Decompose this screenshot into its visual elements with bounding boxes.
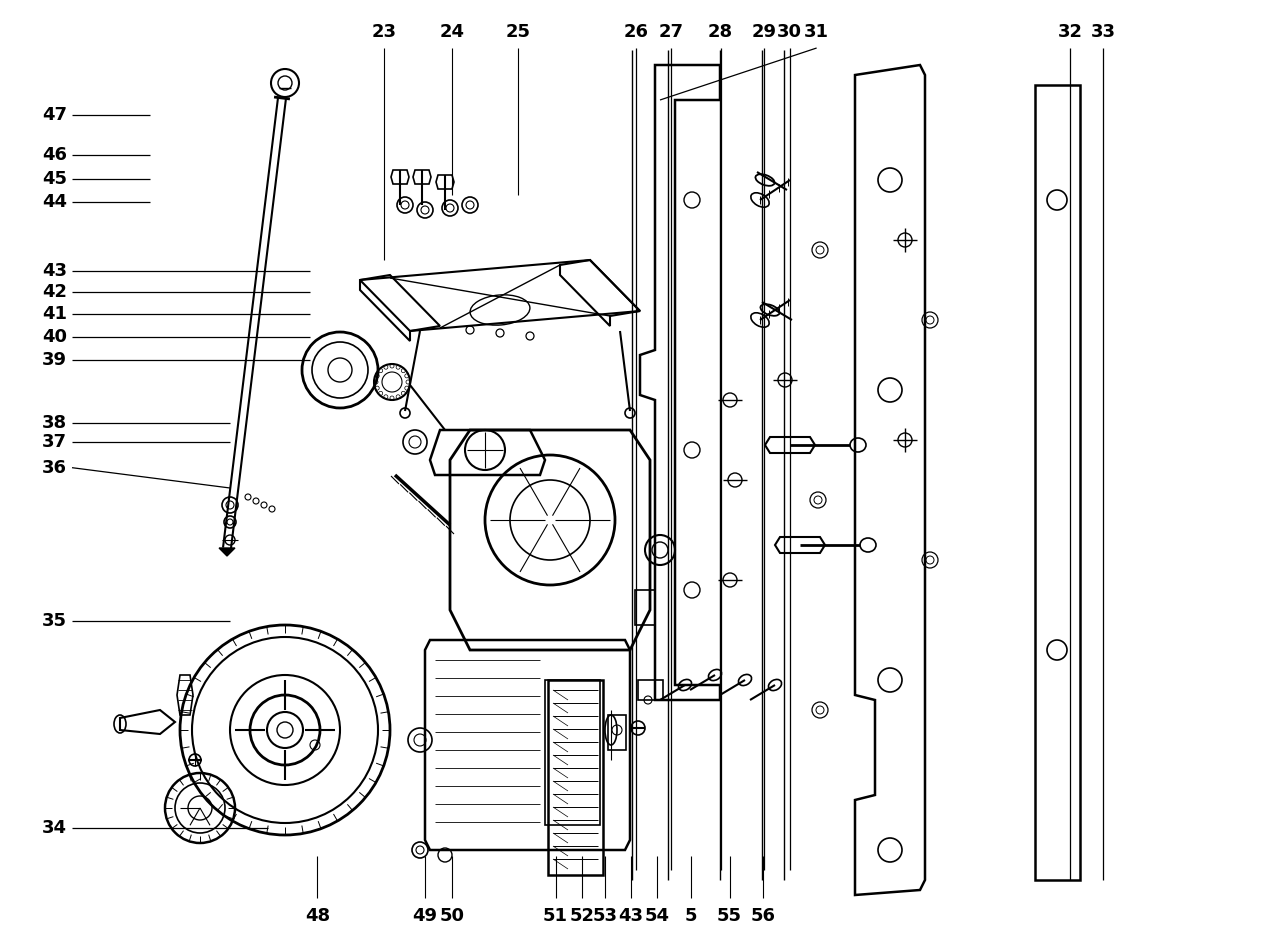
- Text: 42: 42: [42, 282, 67, 301]
- Text: 53: 53: [593, 907, 618, 925]
- Text: 43: 43: [42, 262, 67, 280]
- Text: 31: 31: [804, 23, 829, 41]
- Bar: [545, 680, 600, 825]
- Text: 44: 44: [42, 193, 67, 212]
- Text: 51: 51: [543, 907, 568, 925]
- Text: 48: 48: [305, 907, 330, 925]
- Text: 33: 33: [1091, 23, 1116, 41]
- Text: 38: 38: [42, 413, 67, 432]
- Text: 23: 23: [371, 23, 397, 41]
- Text: 29: 29: [751, 23, 777, 41]
- Text: 39: 39: [42, 351, 67, 370]
- Bar: [1036, 85, 1080, 880]
- Text: 47: 47: [42, 105, 67, 124]
- Text: 32: 32: [1057, 23, 1083, 41]
- Text: 46: 46: [42, 146, 67, 165]
- Text: 28: 28: [708, 23, 733, 41]
- Text: 25: 25: [506, 23, 531, 41]
- Text: 24: 24: [439, 23, 465, 41]
- Text: 56: 56: [750, 907, 776, 925]
- Text: 5: 5: [685, 907, 698, 925]
- Text: 45: 45: [42, 169, 67, 188]
- Text: 36: 36: [42, 458, 67, 477]
- Text: 55: 55: [717, 907, 742, 925]
- Text: 40: 40: [42, 327, 67, 346]
- Polygon shape: [219, 548, 236, 556]
- Bar: [637, 680, 663, 700]
- Text: 54: 54: [644, 907, 669, 925]
- Bar: [608, 715, 626, 750]
- Text: 52: 52: [570, 907, 595, 925]
- Text: 27: 27: [658, 23, 684, 41]
- Text: 30: 30: [777, 23, 803, 41]
- Text: 26: 26: [623, 23, 649, 41]
- Text: 50: 50: [439, 907, 465, 925]
- Text: 35: 35: [42, 612, 67, 630]
- Text: 43: 43: [618, 907, 644, 925]
- Bar: [635, 590, 655, 625]
- Text: 49: 49: [412, 907, 438, 925]
- Text: 34: 34: [42, 819, 67, 837]
- Bar: [548, 680, 603, 875]
- Text: 37: 37: [42, 433, 67, 452]
- Text: 41: 41: [42, 305, 67, 324]
